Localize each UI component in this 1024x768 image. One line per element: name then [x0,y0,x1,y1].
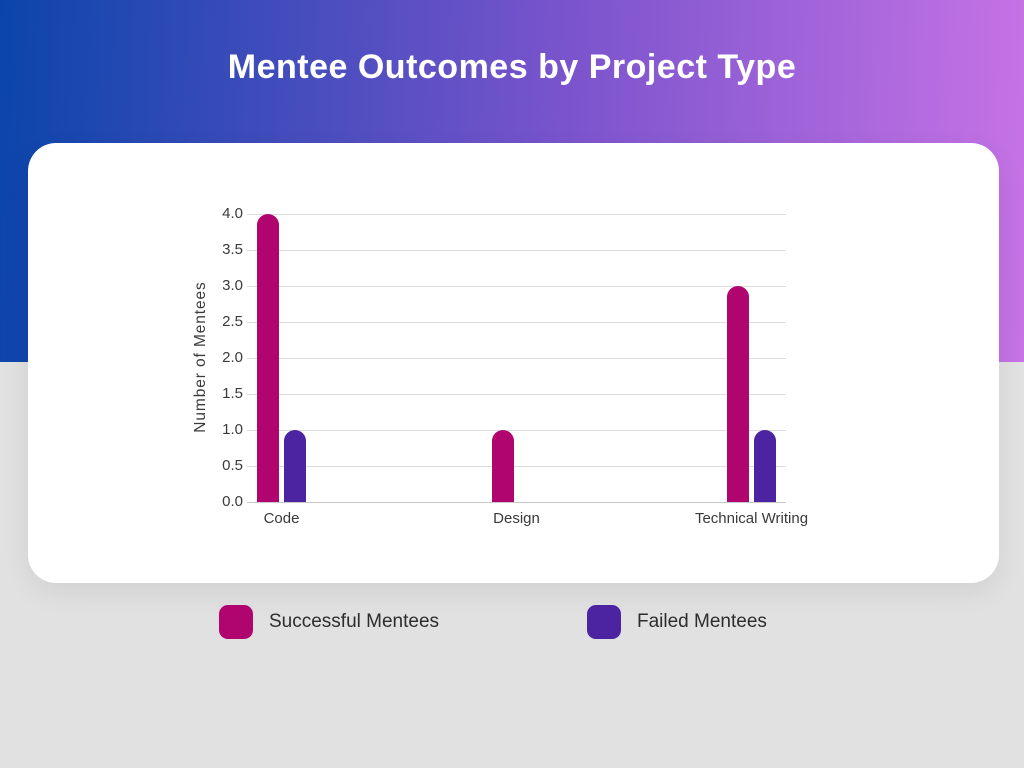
gridline [247,285,786,287]
bar-successful-mentees-technical-writing [727,286,749,502]
gridline [247,501,786,503]
y-tick-label: 0.0 [222,493,243,510]
y-tick-label: 1.5 [222,385,243,402]
bar-successful-mentees-design [492,430,514,502]
legend-label-successful: Successful Mentees [269,611,440,632]
plot-area [247,213,786,503]
x-category-label: Technical Writing [694,510,809,527]
failed-mentees-swatch-icon [587,605,621,639]
gridline [247,393,786,395]
y-tick-label: 3.0 [222,277,243,294]
gridline [247,249,786,251]
bar-failed-mentees-technical-writing [754,430,776,502]
legend-label-failed: Failed Mentees [637,611,767,632]
x-category-label: Design [493,510,540,527]
page-title: Mentee Outcomes by Project Type [227,48,797,86]
successful-mentees-swatch-icon [219,605,253,639]
bar-failed-mentees-code [284,430,306,502]
x-category-label: Code [263,510,300,527]
chart-legend: Successful Mentees Failed Mentees [0,603,1024,643]
y-tick-label: 3.5 [222,241,243,258]
y-tick-label: 1.0 [222,421,243,438]
gridline [247,321,786,323]
y-tick-label: 2.0 [222,349,243,366]
gridline [247,465,786,467]
gridline [247,213,786,215]
bar-successful-mentees-code [257,214,279,502]
y-tick-label: 4.0 [222,205,243,222]
chart-card: Number of Mentees 0.0 0.5 1.0 1.5 2.0 2.5 3.0 3… [28,143,999,583]
y-tick-label: 0.5 [222,457,243,474]
gridline [247,429,786,431]
y-tick-label: 2.5 [222,313,243,330]
gridline [247,357,786,359]
